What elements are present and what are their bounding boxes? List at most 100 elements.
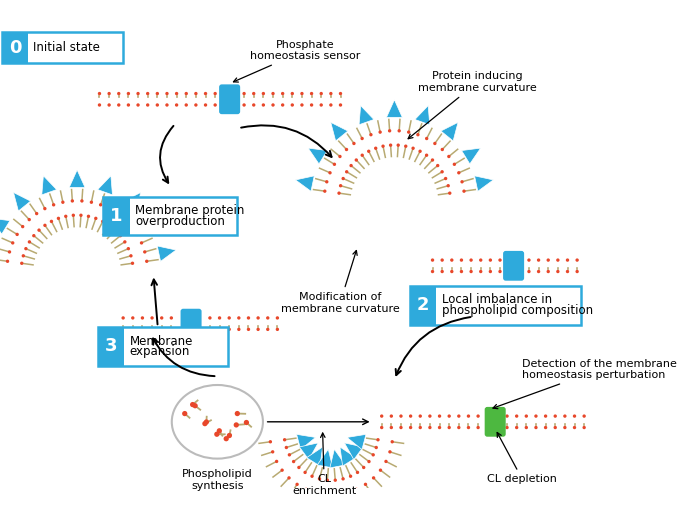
Circle shape <box>32 234 36 237</box>
Circle shape <box>256 316 260 320</box>
Circle shape <box>227 328 231 331</box>
Circle shape <box>566 270 569 273</box>
Circle shape <box>329 103 332 107</box>
Circle shape <box>325 493 328 496</box>
Circle shape <box>447 184 450 187</box>
Circle shape <box>566 258 569 262</box>
Circle shape <box>355 159 358 162</box>
Circle shape <box>227 433 232 438</box>
Text: Initial state: Initial state <box>34 41 100 54</box>
Circle shape <box>123 240 127 244</box>
Circle shape <box>573 414 576 418</box>
Circle shape <box>544 414 547 418</box>
Text: Protein inducing
membrane curvature: Protein inducing membrane curvature <box>408 71 537 139</box>
Circle shape <box>537 270 540 273</box>
Circle shape <box>140 328 144 331</box>
Circle shape <box>498 270 501 273</box>
Circle shape <box>285 446 288 449</box>
Circle shape <box>6 259 9 263</box>
Circle shape <box>460 180 464 183</box>
Circle shape <box>52 203 55 206</box>
Circle shape <box>448 192 451 195</box>
FancyBboxPatch shape <box>103 196 129 235</box>
Polygon shape <box>331 122 348 141</box>
Circle shape <box>390 440 394 444</box>
Polygon shape <box>345 443 363 460</box>
Circle shape <box>155 92 159 95</box>
Circle shape <box>160 316 164 320</box>
Circle shape <box>175 103 178 107</box>
Text: Membrane protein: Membrane protein <box>135 204 245 217</box>
Circle shape <box>412 146 415 150</box>
Circle shape <box>488 270 492 273</box>
Circle shape <box>457 414 460 418</box>
Circle shape <box>94 217 97 220</box>
Circle shape <box>275 460 278 463</box>
Circle shape <box>428 414 432 418</box>
FancyBboxPatch shape <box>503 251 524 281</box>
Circle shape <box>556 270 560 273</box>
Circle shape <box>108 103 111 107</box>
Circle shape <box>214 92 217 95</box>
Circle shape <box>378 130 382 134</box>
Circle shape <box>288 453 291 457</box>
Circle shape <box>525 414 528 418</box>
Circle shape <box>537 258 540 262</box>
Circle shape <box>304 488 308 491</box>
Circle shape <box>303 471 307 474</box>
Circle shape <box>457 171 460 174</box>
Circle shape <box>325 180 328 183</box>
Circle shape <box>114 228 117 232</box>
Circle shape <box>328 171 332 174</box>
Circle shape <box>170 316 173 320</box>
Circle shape <box>8 250 11 254</box>
Circle shape <box>235 411 240 416</box>
Circle shape <box>27 218 31 222</box>
Circle shape <box>407 130 410 134</box>
Circle shape <box>419 150 422 153</box>
Circle shape <box>35 212 38 215</box>
Circle shape <box>214 432 219 437</box>
Polygon shape <box>123 193 141 211</box>
Circle shape <box>419 414 422 418</box>
Circle shape <box>547 258 550 262</box>
Circle shape <box>431 270 434 273</box>
Circle shape <box>290 103 294 107</box>
Circle shape <box>300 92 303 95</box>
Circle shape <box>146 103 149 107</box>
Circle shape <box>335 493 338 496</box>
Circle shape <box>488 258 492 262</box>
Circle shape <box>556 258 560 262</box>
Circle shape <box>131 316 134 320</box>
Text: CL
enrichment: CL enrichment <box>292 433 356 496</box>
Circle shape <box>339 92 342 95</box>
Circle shape <box>214 103 217 107</box>
Circle shape <box>582 414 586 418</box>
Circle shape <box>360 137 364 140</box>
Circle shape <box>436 164 439 167</box>
Circle shape <box>227 316 231 320</box>
Circle shape <box>416 133 420 136</box>
Circle shape <box>57 217 60 220</box>
Polygon shape <box>340 447 356 466</box>
Circle shape <box>184 92 188 95</box>
Circle shape <box>271 450 275 454</box>
Circle shape <box>195 103 197 107</box>
Circle shape <box>466 414 470 418</box>
Circle shape <box>382 144 385 148</box>
Circle shape <box>314 491 318 495</box>
Circle shape <box>151 328 153 331</box>
Circle shape <box>252 92 256 95</box>
Circle shape <box>325 478 329 482</box>
Circle shape <box>131 261 134 265</box>
Circle shape <box>447 155 451 158</box>
Circle shape <box>297 466 301 469</box>
Circle shape <box>208 316 212 320</box>
Circle shape <box>247 328 250 331</box>
Circle shape <box>121 316 125 320</box>
Circle shape <box>242 92 246 95</box>
Polygon shape <box>295 176 314 191</box>
Circle shape <box>202 421 208 426</box>
Circle shape <box>319 103 323 107</box>
Circle shape <box>155 103 159 107</box>
